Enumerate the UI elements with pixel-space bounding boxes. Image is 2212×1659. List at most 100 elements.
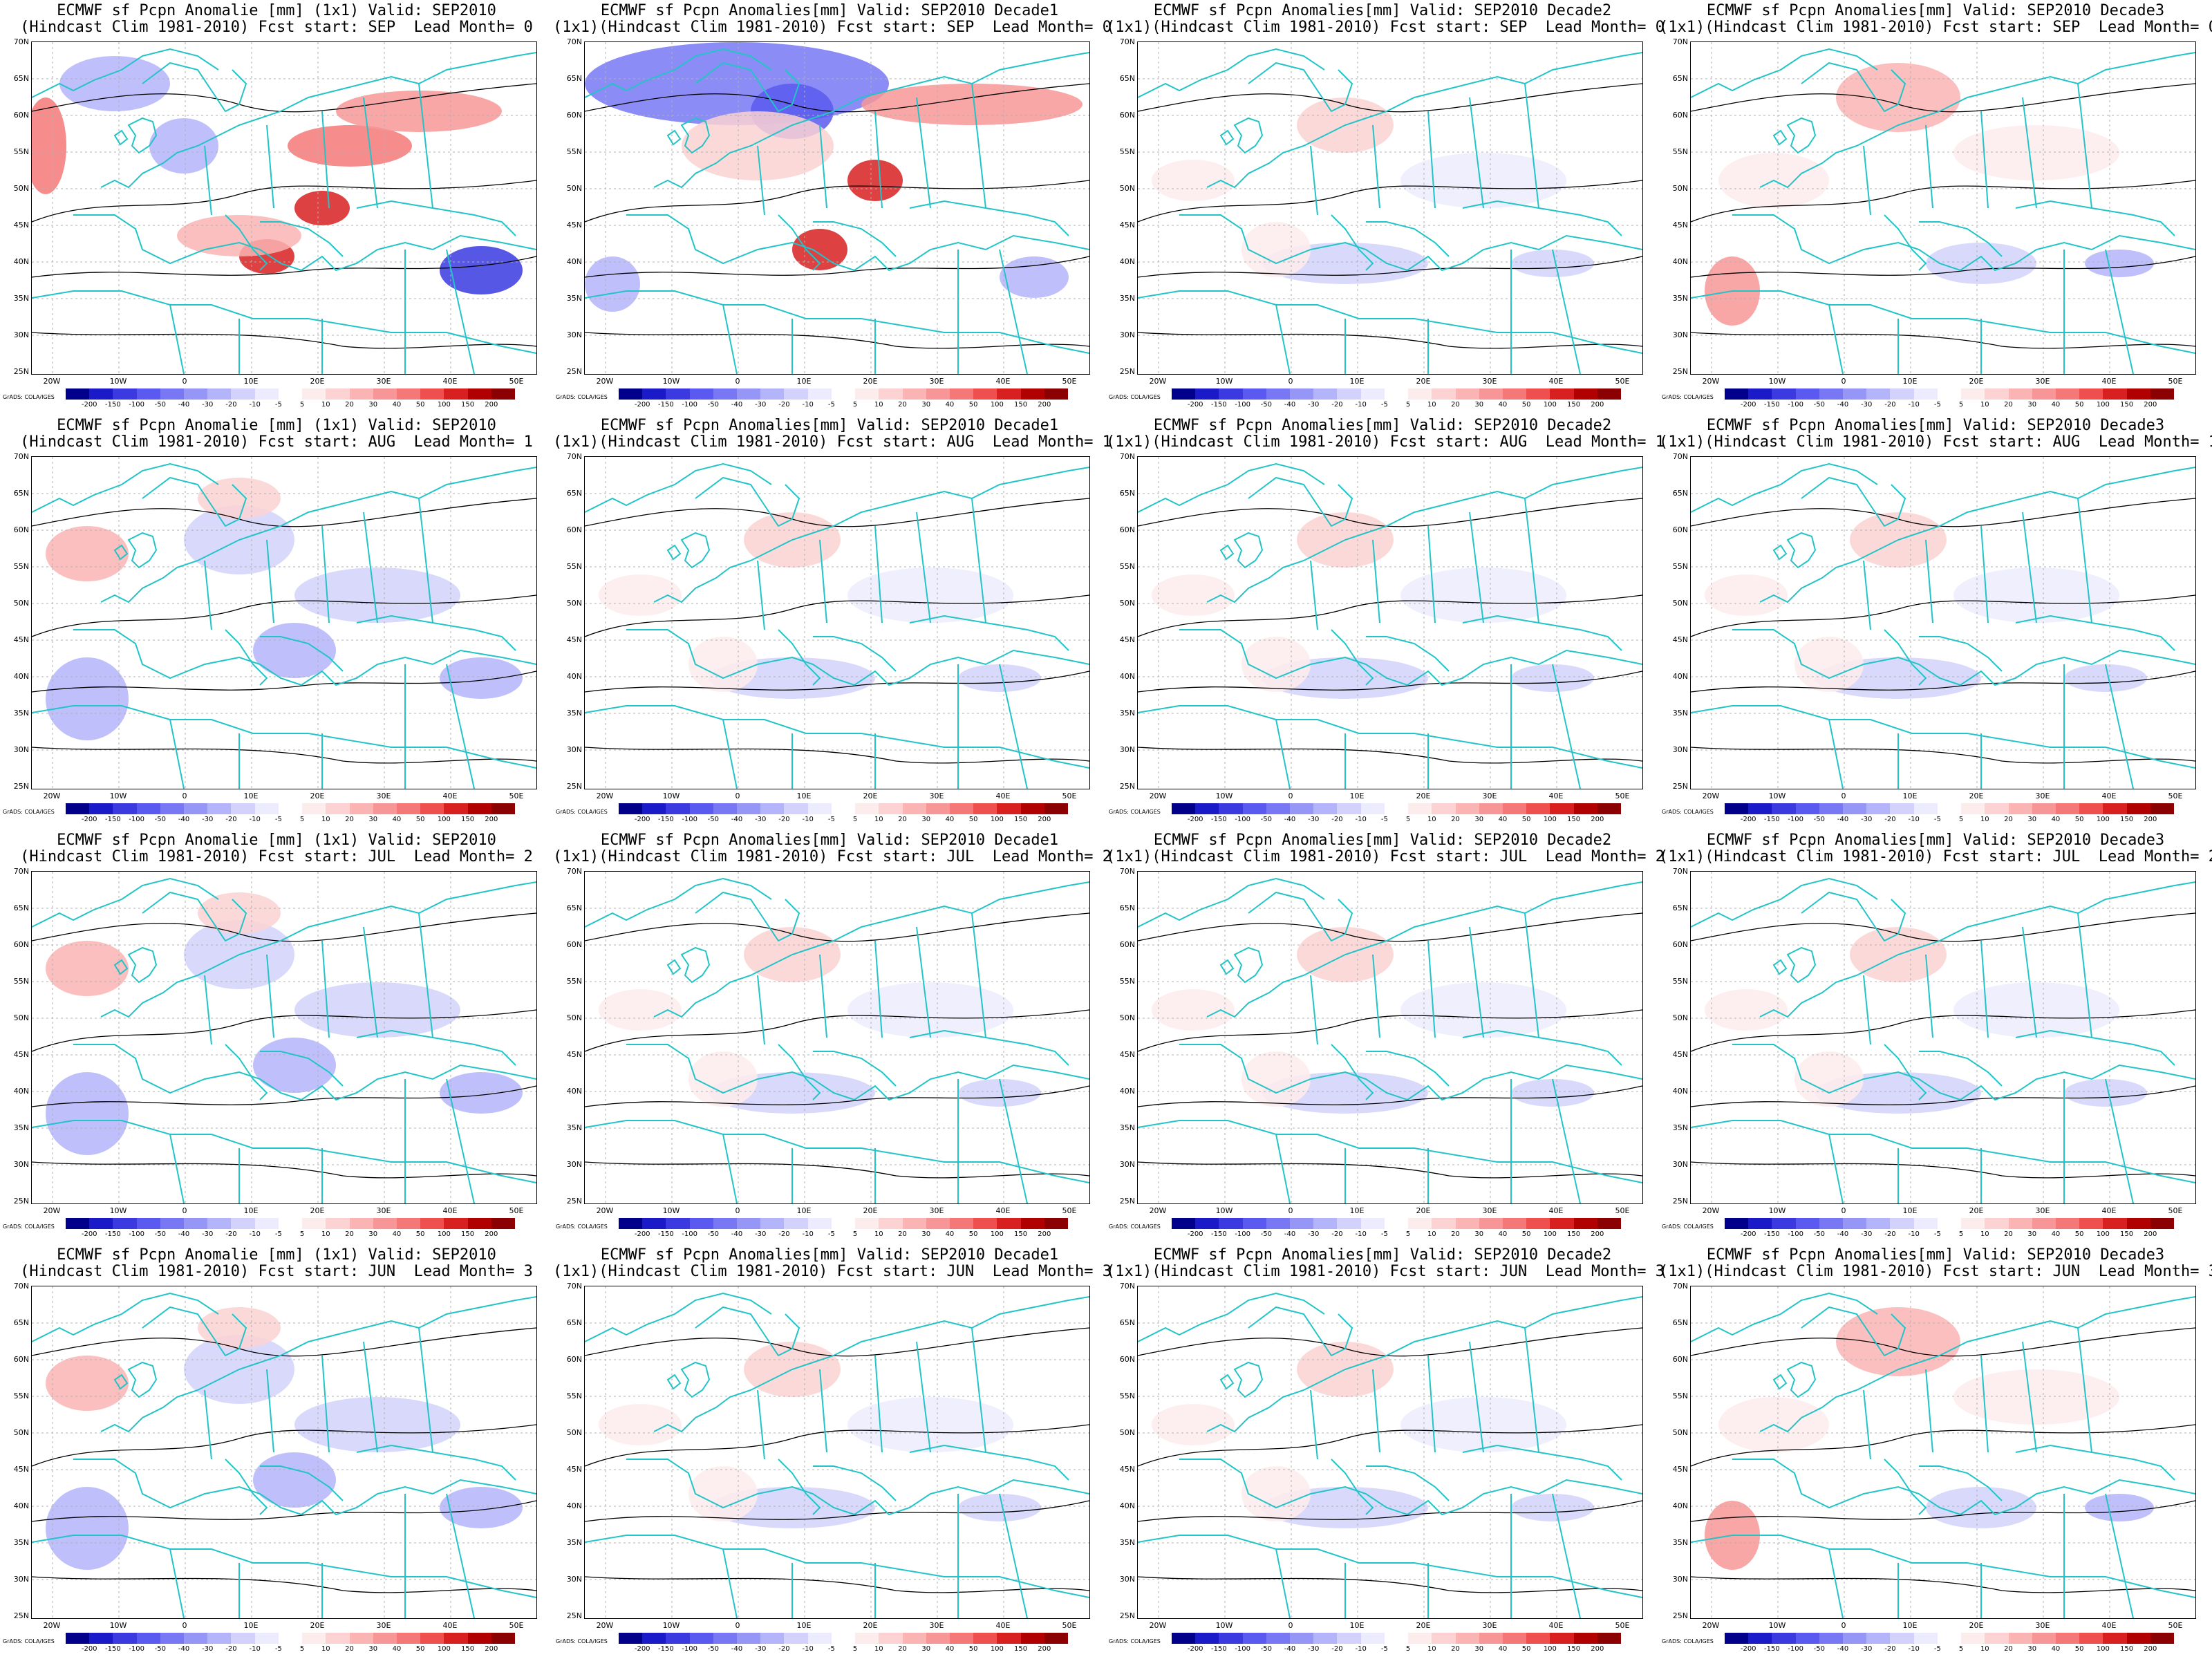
colorbar-label: -200 — [81, 1645, 97, 1653]
lat-label: 45N — [1672, 221, 1688, 229]
grads-credit: GrADS: COLA/IGES — [556, 394, 608, 400]
colorbar-cell — [689, 803, 714, 814]
anomaly-shade — [294, 1397, 460, 1452]
colorbar-cell — [1526, 388, 1550, 400]
colorbar-label: 5 — [1405, 1230, 1411, 1238]
coastline — [204, 975, 212, 1045]
lon-label: 50E — [2168, 1206, 2183, 1215]
contour-line — [1691, 1161, 2195, 1179]
contour-line — [32, 83, 536, 113]
colorbar-cell — [2079, 1218, 2103, 1229]
coastline — [1863, 560, 1871, 630]
lat-label: 50N — [1672, 1428, 1688, 1437]
contour-line — [585, 912, 1089, 942]
coastline — [909, 200, 1069, 236]
colorbar-label: 40 — [1498, 1645, 1508, 1653]
coastline — [585, 462, 772, 513]
colorbar-cell — [1479, 803, 1503, 814]
colorbar-cell — [231, 1633, 256, 1644]
colorbar-label: -5 — [1933, 1230, 1941, 1238]
colorbar-label: 5 — [1405, 401, 1411, 409]
colorbar-label: 150 — [1014, 1230, 1028, 1238]
anomaly-shade — [46, 1356, 129, 1411]
colorbar-cell — [2055, 388, 2080, 400]
lon-label: 30E — [1482, 791, 1497, 800]
coastline — [626, 629, 1089, 686]
coastline — [1691, 462, 1878, 513]
panel-title: ECMWF sf Pcpn Anomalies[mm] Valid: SEP20… — [1153, 1246, 1612, 1264]
colorbar-cell — [784, 388, 809, 400]
contour-line — [1691, 912, 2195, 942]
contour-line — [32, 498, 536, 527]
anomaly-shade — [198, 892, 281, 934]
colorbar-label: -10 — [802, 816, 814, 823]
anomaly-shade — [1953, 1369, 2119, 1425]
coastline — [680, 532, 711, 569]
colorbar-label: -150 — [1211, 816, 1227, 823]
colorbar-label: -150 — [658, 1645, 674, 1653]
lon-label: 30E — [376, 1621, 391, 1630]
colorbar-cell — [737, 1218, 761, 1229]
contour-line — [1691, 498, 2195, 527]
colorbar-label: -40 — [178, 1645, 190, 1653]
colorbar-cell — [1502, 803, 1527, 814]
colorbar-cell — [1866, 388, 1891, 400]
colorbar-cell — [444, 1633, 469, 1644]
colorbar-cell — [160, 1633, 185, 1644]
map-panel: ECMWF sf Pcpn Anomalies[mm] Valid: SEP20… — [553, 0, 1112, 415]
coastline — [1331, 214, 1374, 271]
contour-line — [1691, 747, 2195, 764]
colorbar-cell — [136, 1218, 161, 1229]
colorbar-label: -30 — [755, 1230, 767, 1238]
coastline — [418, 1327, 433, 1453]
coastline — [1786, 117, 1817, 154]
lat-label: 65N — [1672, 74, 1688, 83]
anomaly-map — [584, 41, 1090, 375]
lat-label: 45N — [13, 221, 29, 229]
colorbar-label: 20 — [2004, 1230, 2013, 1238]
coastline — [757, 145, 765, 216]
panel-title: ECMWF sf Pcpn Anomalies[mm] Valid: SEP20… — [1706, 1246, 2165, 1264]
lat-label: 50N — [1119, 1013, 1135, 1022]
contour-line — [32, 180, 536, 223]
colorbar-label: 150 — [1014, 1645, 1028, 1653]
colorbar-cell — [2032, 803, 2056, 814]
lon-label: 40E — [995, 1621, 1011, 1630]
colorbar-label: 10 — [1980, 1230, 1989, 1238]
colorbar-label: -150 — [105, 1645, 121, 1653]
coastline — [2105, 1078, 2134, 1203]
lat-label: 50N — [1672, 184, 1688, 193]
lat-label: 55N — [1119, 147, 1135, 156]
lat-label: 40N — [13, 1087, 29, 1096]
lon-label: 20E — [310, 377, 325, 386]
lat-label: 70N — [13, 1282, 29, 1291]
colorbar-cell — [2008, 1218, 2033, 1229]
colorbar-cell — [1384, 803, 1409, 814]
coastline — [1138, 1292, 1325, 1342]
colorbar-label: 5 — [1405, 1645, 1411, 1653]
colorbar-cell — [2150, 1218, 2175, 1229]
colorbar-cell — [1044, 1218, 1069, 1229]
lon-label: 10E — [1349, 1621, 1365, 1630]
colorbar-cell — [349, 1218, 374, 1229]
colorbar-cell — [1195, 1633, 1219, 1644]
colorbar-label: 40 — [2051, 1230, 2061, 1238]
coastline — [1732, 1459, 2195, 1516]
colorbar-label: 100 — [2096, 816, 2110, 823]
lat-label: 35N — [1672, 1123, 1688, 1132]
colorbar-cell — [666, 803, 691, 814]
coastline — [2022, 926, 2037, 1038]
panel-subtitle: (Hindcast Clim 1981-2010) Fcst start: JU… — [20, 848, 533, 865]
colorbar-label: -100 — [682, 1645, 697, 1653]
panel-title: ECMWF sf Pcpn Anomalie [mm] (1x1) Valid:… — [57, 832, 496, 849]
colorbar-cell — [1337, 1218, 1362, 1229]
contour-line — [1691, 1327, 2195, 1357]
colorbar-label: 50 — [1521, 816, 1531, 823]
colorbar-label: 30 — [2027, 1645, 2037, 1653]
contour-line — [585, 1161, 1089, 1179]
colorbar-cell — [1408, 803, 1432, 814]
colorbar-cell — [2150, 388, 2175, 400]
colorbar — [619, 1633, 1069, 1644]
colorbar-cell — [89, 1633, 113, 1644]
lat-label: 65N — [1119, 1318, 1135, 1327]
